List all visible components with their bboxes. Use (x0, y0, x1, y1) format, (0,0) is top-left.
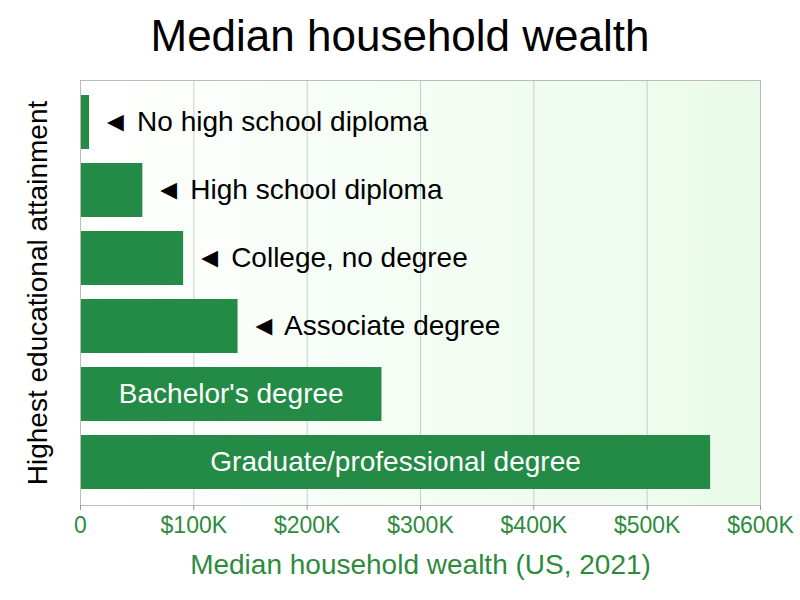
svg-text:Highest educational attainment: Highest educational attainment (22, 101, 53, 486)
svg-text:$100K: $100K (161, 512, 228, 538)
svg-text:$600K: $600K (727, 512, 794, 538)
svg-text:$300K: $300K (387, 512, 454, 538)
svg-text:◄ High school diploma: ◄ High school diploma (155, 174, 443, 205)
svg-text:◄ No high school diploma: ◄ No high school diploma (102, 106, 429, 137)
svg-text:Bachelor's degree: Bachelor's degree (119, 378, 344, 409)
svg-text:$400K: $400K (501, 512, 568, 538)
svg-text:Graduate/professional degree: Graduate/professional degree (210, 446, 580, 477)
svg-text:Median household wealth (US, 2: Median household wealth (US, 2021) (190, 549, 651, 580)
svg-text:$200K: $200K (274, 512, 341, 538)
svg-text:◄ College, no degree: ◄ College, no degree (196, 242, 468, 273)
svg-text:◄ Associate degree: ◄ Associate degree (250, 310, 500, 341)
svg-text:$500K: $500K (614, 512, 681, 538)
html-text:Median household wealth: Median household wealth (150, 11, 650, 60)
svg-text:0: 0 (74, 512, 87, 538)
